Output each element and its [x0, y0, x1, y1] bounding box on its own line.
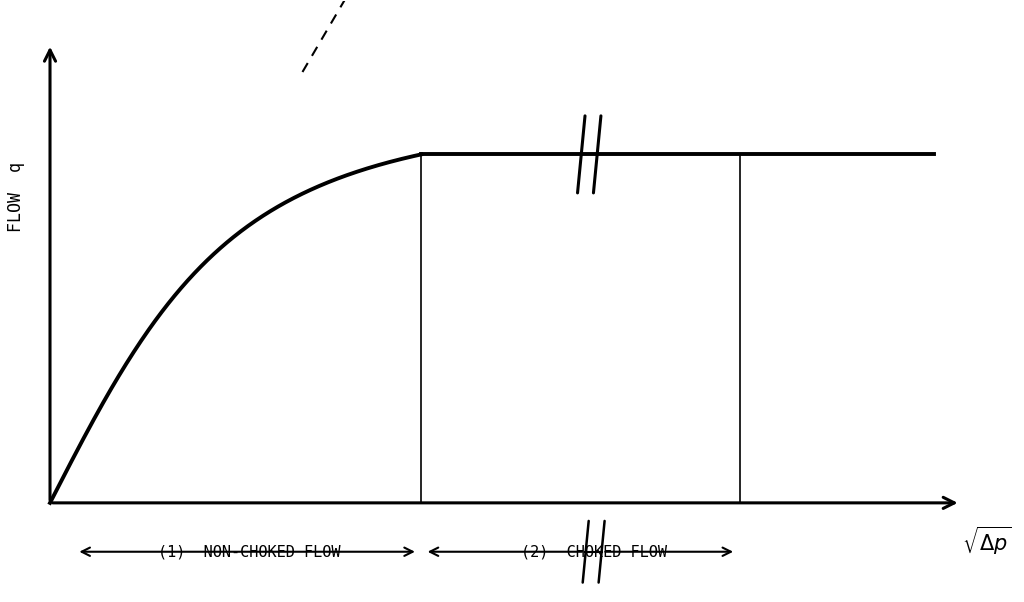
Text: FLOW  q: FLOW q: [7, 162, 26, 232]
Text: $\sqrt{\Delta p}$: $\sqrt{\Delta p}$: [963, 525, 1012, 557]
Text: (1)  NON-CHOKED FLOW: (1) NON-CHOKED FLOW: [158, 544, 340, 559]
Text: (2)  CHOKED FLOW: (2) CHOKED FLOW: [520, 544, 667, 559]
